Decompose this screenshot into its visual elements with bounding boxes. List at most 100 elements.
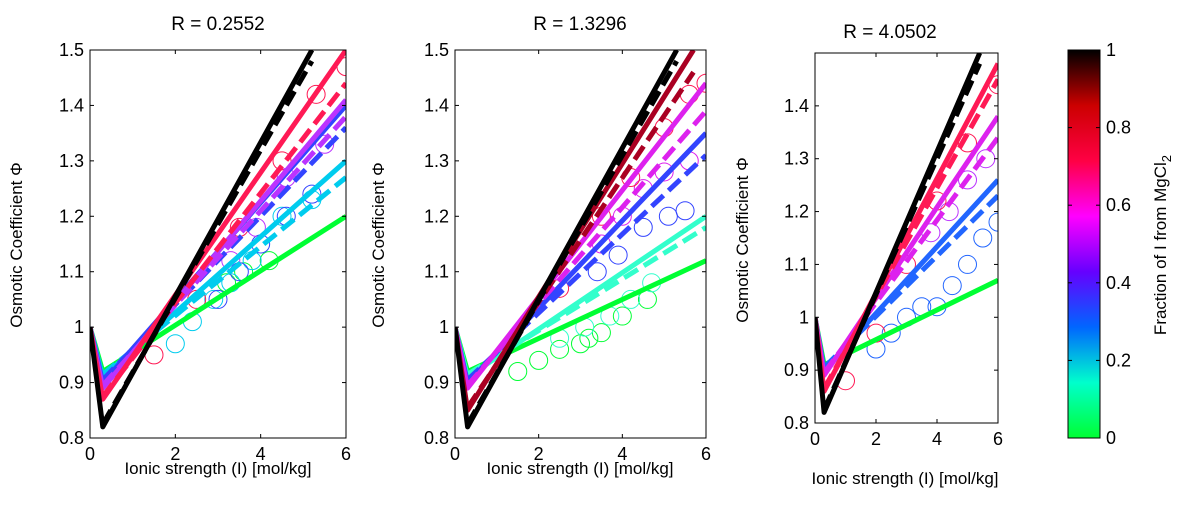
data-marker — [608, 245, 628, 265]
plot-title: R = 4.0502 — [843, 22, 937, 43]
y-tick-label: 0.8 — [59, 428, 84, 448]
colorbar-tick-label: 0 — [1106, 428, 1116, 448]
colorbar-tick-label: 0.2 — [1106, 350, 1131, 370]
series-line — [90, 50, 315, 430]
x-axis-label: Ionic strength (I) [mol/kg] — [486, 459, 673, 478]
y-tick-label: 0.8 — [424, 428, 449, 448]
y-tick-label: 1.1 — [59, 262, 84, 282]
colorbar-label-subscript: 2 — [1159, 155, 1174, 162]
y-tick-label: 1.4 — [784, 96, 809, 116]
data-marker — [302, 184, 322, 204]
y-tick-label: 1.5 — [59, 40, 84, 60]
data-marker — [881, 323, 901, 343]
series-line-dashed — [100, 81, 346, 398]
series-line-dashed — [821, 62, 982, 411]
plot-data — [815, 53, 998, 415]
data-marker — [988, 212, 998, 232]
data-marker — [165, 334, 185, 354]
series-line — [815, 53, 982, 415]
x-tick-label: 4 — [256, 444, 266, 464]
x-tick-label: 6 — [701, 444, 711, 464]
x-axis-label: Ionic strength (I) [mol/kg] — [124, 459, 311, 478]
data-marker — [306, 84, 326, 104]
x-tick-label: 2 — [871, 429, 881, 449]
plot-title: R = 0.2552 — [171, 14, 265, 35]
data-marker — [675, 201, 695, 221]
data-marker — [208, 289, 228, 309]
plot-frame — [814, 52, 999, 424]
data-marker — [958, 254, 977, 274]
plot-panel-2: R = 1.3296 Osmotic Coefficient Φ Ionic s… — [369, 14, 711, 478]
colorbar-gradient — [1067, 49, 1101, 439]
y-tick-label: 1 — [799, 307, 809, 327]
colorbar-label-text: Fraction of I from MgCl — [1151, 162, 1170, 335]
plot-panel-3: R = 4.0502 Osmotic Coefficient Φ Ionic s… — [733, 22, 1003, 488]
y-axis-label: Osmotic Coefficient Φ — [7, 162, 26, 327]
series-line-dashed — [465, 70, 696, 409]
y-tick-label: 1.4 — [424, 95, 449, 115]
series-line — [455, 50, 679, 430]
y-tick-label: 1.1 — [784, 254, 809, 274]
colorbar: Fraction of I from MgCl2 0 0.2 0.4 0.6 0.8 1 — [1067, 40, 1174, 448]
data-marker — [973, 228, 993, 248]
colorbar-tick-label: 1 — [1106, 40, 1116, 60]
data-marker — [612, 306, 632, 326]
x-tick-label: 2 — [534, 444, 544, 464]
y-tick-label: 1.2 — [424, 206, 449, 226]
plot-frame — [89, 49, 347, 439]
data-marker — [696, 73, 706, 93]
y-tick-label: 1 — [74, 317, 84, 337]
x-tick-label: 6 — [993, 429, 1003, 449]
data-marker — [633, 217, 653, 237]
y-tick-label: 0.8 — [784, 413, 809, 433]
data-marker — [272, 206, 292, 226]
data-marker — [529, 350, 549, 370]
plot-data — [90, 50, 346, 430]
data-marker — [658, 206, 678, 226]
x-tick-label: 4 — [932, 429, 942, 449]
plot-frame — [454, 49, 707, 439]
data-marker — [958, 170, 977, 190]
y-tick-label: 1.4 — [59, 95, 84, 115]
data-marker — [550, 339, 570, 359]
y-tick-label: 1.5 — [424, 40, 449, 60]
plot-panel-1: R = 0.2552 Osmotic Coefficient Φ Ionic s… — [7, 14, 351, 478]
data-marker — [204, 289, 224, 309]
y-tick-label: 0.9 — [424, 373, 449, 393]
x-tick-label: 0 — [450, 444, 460, 464]
data-marker — [591, 323, 611, 343]
y-tick-label: 1.3 — [784, 149, 809, 169]
x-tick-label: 0 — [810, 429, 820, 449]
x-tick-label: 0 — [85, 444, 95, 464]
series-line-dashed — [465, 109, 706, 387]
data-marker — [508, 361, 528, 381]
x-tick-label: 4 — [617, 444, 627, 464]
colorbar-label: Fraction of I from MgCl2 — [1151, 155, 1174, 335]
series-line-dashed — [100, 59, 315, 426]
y-tick-label: 1.2 — [59, 206, 84, 226]
colorbar-tick-label: 0.8 — [1106, 118, 1131, 138]
data-marker — [587, 262, 607, 282]
series-line-dashed — [821, 78, 998, 390]
series-line-dashed — [822, 193, 998, 370]
y-axis-label: Osmotic Coefficient Φ — [733, 157, 752, 322]
colorbar-tick-label: 0.4 — [1106, 273, 1131, 293]
y-tick-label: 0.9 — [784, 360, 809, 380]
y-tick-label: 1.3 — [424, 151, 449, 171]
x-tick-label: 2 — [170, 444, 180, 464]
x-tick-label: 6 — [341, 444, 351, 464]
x-axis-label: Ionic strength (I) [mol/kg] — [811, 469, 998, 488]
colorbar-tick-label: 0.6 — [1106, 195, 1131, 215]
y-tick-label: 1.2 — [784, 202, 809, 222]
data-marker — [942, 276, 962, 296]
y-tick-label: 1 — [439, 317, 449, 337]
y-axis-label: Osmotic Coefficient Φ — [369, 162, 388, 327]
data-marker — [272, 151, 292, 171]
plot-data — [455, 50, 706, 430]
data-marker — [579, 328, 599, 348]
y-tick-label: 1.1 — [424, 262, 449, 282]
data-marker — [315, 134, 335, 154]
plot-title: R = 1.3296 — [533, 14, 627, 35]
y-tick-label: 1.3 — [59, 151, 84, 171]
